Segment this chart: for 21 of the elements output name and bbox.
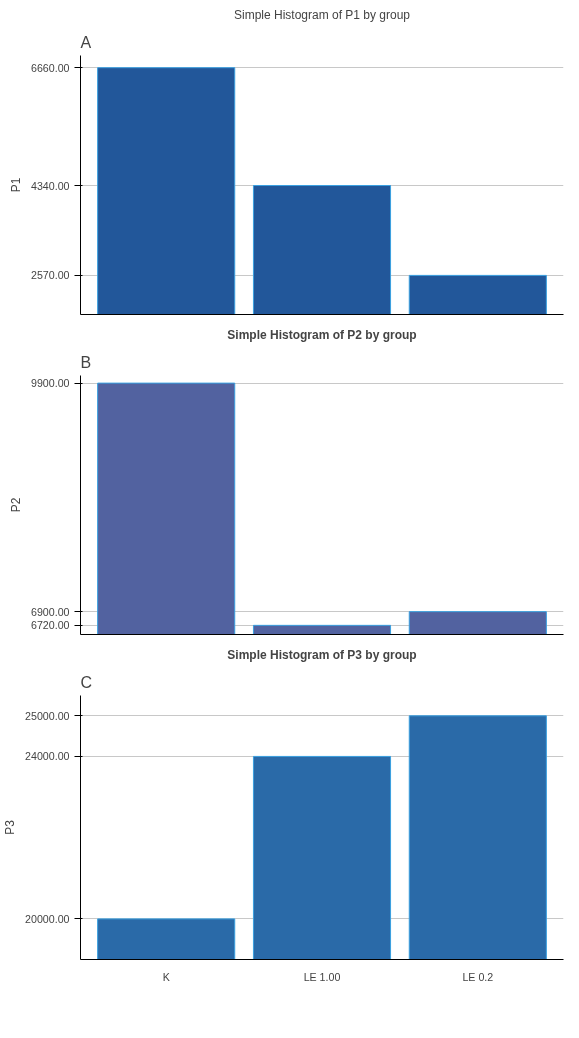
y-tick-label: 4340.00	[30, 179, 70, 192]
text: A	[80, 33, 92, 51]
x-tick-label: LE 0.2	[462, 970, 494, 983]
y-tick-label: 6660.00	[30, 61, 70, 74]
y-tick-label: 24000.00	[25, 750, 70, 763]
y-tick-label: 9900.00	[30, 377, 70, 390]
chart-title: Simple Histogram of P2 by group	[227, 327, 417, 342]
y-axis-title: P1	[8, 177, 23, 193]
x-tick-label: LE 1.00	[303, 970, 341, 983]
y-axis-title: P3	[3, 819, 18, 835]
chart-title: Simple Histogram of P1 by group	[233, 7, 411, 22]
y-axis-title: P2	[8, 497, 23, 513]
y-tick-label: 25000.00	[25, 709, 70, 722]
text: B	[80, 353, 92, 371]
y-tick-label: 20000.00	[25, 912, 70, 925]
chart-title: Simple Histogram of P3 by group	[227, 647, 417, 662]
y-tick-label: 2570.00	[30, 269, 70, 282]
text: C	[80, 673, 93, 691]
y-tick-label: 6900.00	[30, 605, 70, 618]
y-tick-label: 6720.00	[30, 619, 70, 632]
x-tick-label: K	[162, 970, 170, 983]
